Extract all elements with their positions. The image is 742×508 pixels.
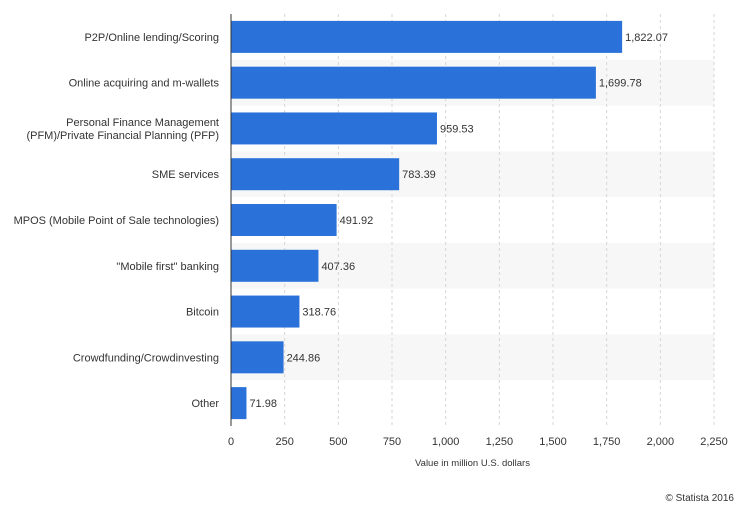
bar	[231, 387, 247, 420]
bar	[231, 158, 400, 191]
category-label: Bitcoin	[186, 307, 219, 319]
bars	[231, 20, 623, 420]
data-label: 491.92	[340, 215, 374, 227]
category-label: Online acquiring and m-wallets	[69, 78, 220, 90]
x-tick-label: 500	[329, 436, 347, 448]
value-labels: 1,822.07 1,699.78 959.53 783.39 491.92 407.36…	[249, 32, 668, 410]
data-label: 244.86	[287, 352, 321, 364]
x-tick-label: 1,250	[486, 436, 514, 448]
x-tick-label: 750	[383, 436, 401, 448]
bar	[231, 295, 300, 328]
category-label: Other	[191, 398, 219, 410]
x-tick-label: 1,000	[432, 436, 460, 448]
category-label: Crowdfunding/Crowdinvesting	[73, 352, 219, 364]
bar	[231, 341, 284, 374]
bar	[231, 20, 623, 53]
category-label: MPOS (Mobile Point of Sale technologies)	[14, 215, 219, 227]
x-axis-title: Value in million U.S. dollars	[415, 458, 530, 469]
x-tick-label: 1,500	[539, 436, 567, 448]
data-label: 959.53	[440, 123, 474, 135]
x-tick-label: 2,000	[647, 436, 675, 448]
x-tick-labels: 0 250 500 750 1,000 1,250 1,500 1,750 2,000 2,250	[228, 436, 728, 448]
category-label: "Mobile first" banking	[116, 261, 219, 273]
row-band	[231, 334, 714, 381]
category-label: P2P/Online lending/Scoring	[84, 32, 219, 44]
bar	[231, 66, 596, 99]
data-label: 1,699.78	[599, 78, 642, 90]
data-label: 1,822.07	[625, 32, 668, 44]
x-tick-label: 1,750	[593, 436, 621, 448]
data-label: 71.98	[249, 398, 277, 410]
bar	[231, 249, 319, 282]
bar	[231, 112, 437, 145]
bar	[231, 204, 337, 236]
x-tick-label: 0	[228, 436, 234, 448]
category-label: Personal Finance Management	[66, 117, 219, 129]
source-credit: © Statista 2016	[665, 493, 734, 504]
category-label: SME services	[152, 169, 220, 181]
data-label: 407.36	[321, 261, 355, 273]
category-label: (PFM)/Private Financial Planning (PFP)	[26, 130, 219, 142]
data-label: 318.76	[302, 307, 336, 319]
x-tick-label: 250	[275, 436, 293, 448]
category-labels: P2P/Online lending/Scoring Online acquiri…	[14, 32, 220, 410]
data-label: 783.39	[402, 169, 436, 181]
x-tick-label: 2,250	[700, 436, 728, 448]
